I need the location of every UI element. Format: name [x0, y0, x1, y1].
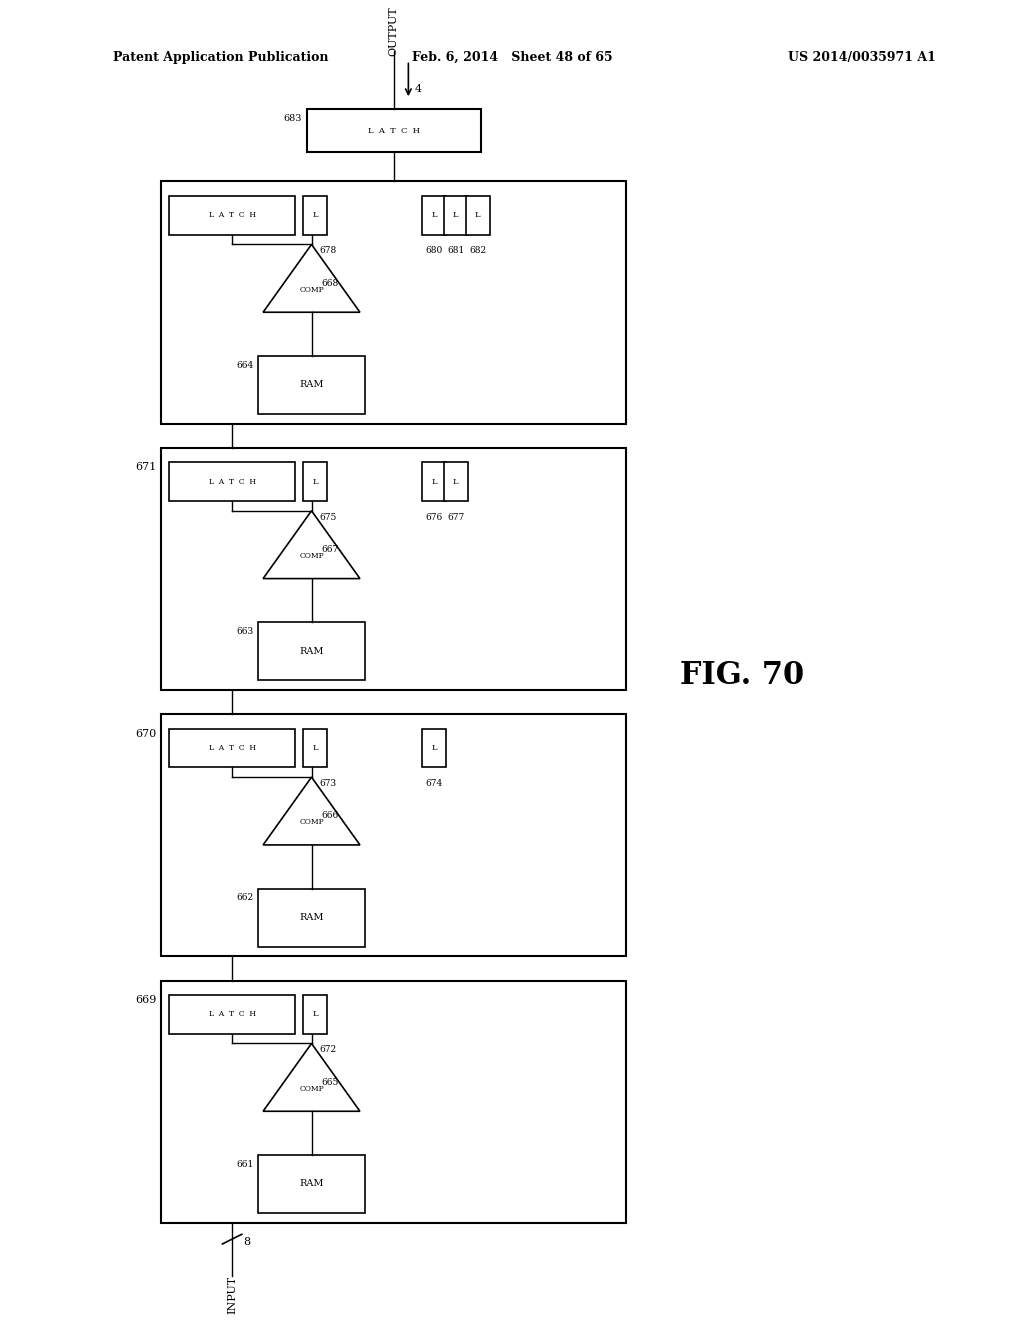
Bar — [169, 995, 295, 1034]
Text: L: L — [312, 744, 317, 752]
Text: L  A  T  C  H: L A T C H — [209, 744, 256, 752]
Text: 661: 661 — [237, 1160, 253, 1168]
Text: COMP: COMP — [299, 818, 324, 826]
Text: 681: 681 — [447, 247, 465, 255]
Text: 662: 662 — [237, 894, 253, 903]
Text: 669: 669 — [135, 995, 157, 1005]
Text: 675: 675 — [319, 512, 337, 521]
Text: L: L — [431, 211, 437, 219]
Text: L  A  T  C  H: L A T C H — [209, 211, 256, 219]
Text: L  A  T  C  H: L A T C H — [209, 1010, 256, 1019]
Bar — [258, 1155, 365, 1213]
Bar — [443, 195, 468, 235]
Text: COMP: COMP — [299, 1085, 324, 1093]
Bar — [169, 729, 295, 767]
Bar — [303, 462, 327, 502]
Text: RAM: RAM — [299, 380, 324, 389]
Text: L  A  T  C  H: L A T C H — [368, 127, 420, 135]
Bar — [443, 462, 468, 502]
Text: 668: 668 — [322, 279, 339, 288]
Text: L: L — [431, 478, 437, 486]
Text: L: L — [475, 211, 480, 219]
Text: 665: 665 — [322, 1077, 339, 1086]
Bar — [306, 108, 481, 152]
Bar — [422, 195, 446, 235]
Text: 666: 666 — [322, 812, 339, 820]
Polygon shape — [263, 777, 360, 845]
Bar — [422, 729, 446, 767]
Text: RAM: RAM — [299, 647, 324, 656]
Text: 671: 671 — [135, 462, 157, 473]
Bar — [162, 447, 627, 690]
Text: 678: 678 — [319, 247, 337, 255]
Bar — [162, 981, 627, 1222]
Text: OUTPUT: OUTPUT — [389, 7, 398, 55]
Text: COMP: COMP — [299, 552, 324, 560]
Text: 664: 664 — [237, 360, 253, 370]
Text: L: L — [312, 211, 317, 219]
Bar — [169, 195, 295, 235]
Bar — [258, 888, 365, 946]
Bar — [169, 462, 295, 502]
Text: Feb. 6, 2014   Sheet 48 of 65: Feb. 6, 2014 Sheet 48 of 65 — [412, 50, 612, 63]
Text: COMP: COMP — [299, 285, 324, 293]
Bar — [466, 195, 489, 235]
Polygon shape — [263, 511, 360, 578]
Bar — [422, 462, 446, 502]
Polygon shape — [263, 1044, 360, 1111]
Text: Patent Application Publication: Patent Application Publication — [113, 50, 329, 63]
Text: 670: 670 — [135, 729, 157, 739]
Text: 4: 4 — [415, 84, 422, 95]
Bar — [162, 181, 627, 424]
Text: L: L — [453, 211, 459, 219]
Text: 676: 676 — [425, 512, 442, 521]
Text: L: L — [453, 478, 459, 486]
Text: 680: 680 — [425, 247, 442, 255]
Text: INPUT: INPUT — [227, 1276, 238, 1313]
Text: 674: 674 — [425, 779, 442, 788]
Text: L: L — [312, 478, 317, 486]
Text: 683: 683 — [284, 114, 302, 123]
Bar — [303, 729, 327, 767]
Text: 663: 663 — [237, 627, 253, 636]
Text: 673: 673 — [319, 779, 337, 788]
Text: L: L — [431, 744, 437, 752]
Text: US 2014/0035971 A1: US 2014/0035971 A1 — [788, 50, 936, 63]
Text: RAM: RAM — [299, 913, 324, 923]
Text: 677: 677 — [447, 512, 465, 521]
Bar — [162, 714, 627, 956]
Bar — [258, 622, 365, 680]
Text: RAM: RAM — [299, 1179, 324, 1188]
Bar — [303, 195, 327, 235]
Bar — [258, 356, 365, 414]
Text: L: L — [312, 1010, 317, 1019]
Text: 672: 672 — [319, 1045, 337, 1055]
Text: L  A  T  C  H: L A T C H — [209, 478, 256, 486]
Bar — [303, 995, 327, 1034]
Polygon shape — [263, 244, 360, 313]
Text: FIG. 70: FIG. 70 — [680, 660, 805, 690]
Text: 8: 8 — [244, 1237, 251, 1247]
Text: 682: 682 — [469, 247, 486, 255]
Text: 667: 667 — [322, 545, 339, 554]
